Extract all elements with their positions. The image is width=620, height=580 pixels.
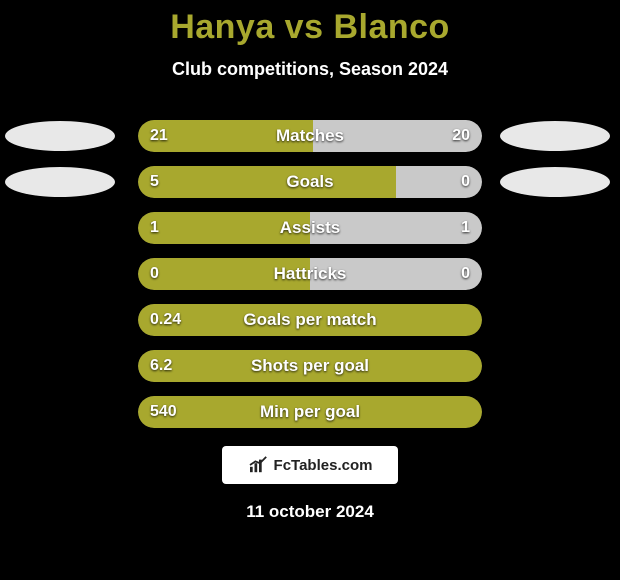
stat-label: Hattricks (274, 264, 347, 284)
stats-area: 21 20 Matches 5 0 Goals 1 1 Assists 0 0 Hattricks 0.… (0, 120, 620, 428)
date-label: 11 october 2024 (246, 502, 374, 522)
stat-label: Min per goal (260, 402, 360, 422)
bar-left-fill (138, 166, 396, 198)
stat-right-value: 20 (440, 127, 482, 145)
stat-right-value: 0 (449, 173, 482, 191)
stat-left-value: 21 (138, 127, 180, 145)
stat-bar: 5 0 Goals (138, 166, 482, 198)
player-left-oval (5, 167, 115, 197)
stat-right-value: 0 (449, 265, 482, 283)
badge-text: FcTables.com (274, 457, 373, 474)
stat-left-value: 6.2 (138, 357, 184, 375)
stat-row: 5 0 Goals (0, 166, 620, 198)
stat-bar: 0 0 Hattricks (138, 258, 482, 290)
stat-label: Assists (280, 218, 340, 238)
chart-icon (248, 456, 270, 474)
stat-bar: 1 1 Assists (138, 212, 482, 244)
player-right-oval (500, 167, 610, 197)
stat-bar: 21 20 Matches (138, 120, 482, 152)
stat-bar: 6.2 Shots per goal (138, 350, 482, 382)
stat-right-value: 1 (449, 219, 482, 237)
stat-row: 540 Min per goal (0, 396, 620, 428)
stat-bar: 0.24 Goals per match (138, 304, 482, 336)
stat-row: 0 0 Hattricks (0, 258, 620, 290)
stat-label: Matches (276, 126, 344, 146)
stat-row: 6.2 Shots per goal (0, 350, 620, 382)
stat-left-value: 0.24 (138, 311, 193, 329)
comparison-infographic: Hanya vs Blanco Club competitions, Seaso… (0, 0, 620, 580)
stat-label: Shots per goal (251, 356, 369, 376)
stat-row: 0.24 Goals per match (0, 304, 620, 336)
stat-row: 1 1 Assists (0, 212, 620, 244)
stat-label: Goals per match (243, 310, 376, 330)
stat-left-value: 1 (138, 219, 171, 237)
stat-left-value: 0 (138, 265, 171, 283)
source-badge: FcTables.com (222, 446, 398, 484)
stat-left-value: 540 (138, 403, 189, 421)
subtitle: Club competitions, Season 2024 (172, 59, 448, 80)
stat-left-value: 5 (138, 173, 171, 191)
stat-bar: 540 Min per goal (138, 396, 482, 428)
page-title: Hanya vs Blanco (170, 8, 450, 47)
stat-label: Goals (286, 172, 333, 192)
stat-row: 21 20 Matches (0, 120, 620, 152)
player-left-oval (5, 121, 115, 151)
player-right-oval (500, 121, 610, 151)
